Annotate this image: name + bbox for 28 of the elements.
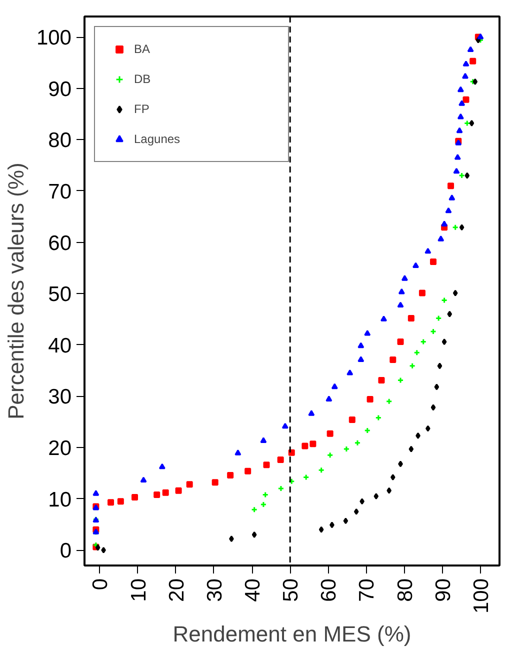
y-tick-label: 10	[48, 488, 72, 512]
y-axis-title: Percentile des valeurs (%)	[3, 162, 28, 420]
legend-label: FP	[134, 102, 150, 116]
y-tick-label: 70	[48, 180, 72, 204]
y-tick-label: 50	[48, 283, 72, 306]
x-tick-label: 20	[165, 578, 188, 602]
legend-label: BA	[134, 42, 152, 56]
x-tick-label: 10	[127, 578, 150, 602]
x-tick-label: 50	[280, 578, 303, 602]
x-tick-label: 90	[432, 578, 455, 602]
x-tick-label: 70	[356, 578, 379, 602]
legend-label: Lagunes	[134, 132, 182, 146]
y-tick-label: 30	[48, 386, 72, 409]
x-tick-label: 30	[203, 578, 226, 602]
x-tick-label: 40	[242, 578, 265, 602]
y-tick-label: 20	[48, 436, 72, 460]
x-tick-label: 100	[470, 578, 493, 614]
x-tick-label: 80	[394, 578, 417, 602]
y-tick-label: 40	[48, 334, 72, 358]
y-tick-label: 0	[60, 540, 72, 563]
y-tick-label: 100	[36, 26, 72, 50]
x-tick-label: 60	[318, 578, 341, 602]
y-tick-label: 80	[48, 129, 72, 152]
y-tick-label: 90	[48, 78, 72, 101]
x-tick-label: 0	[89, 578, 112, 590]
legend-label: DB	[134, 72, 152, 86]
y-tick-label: 60	[48, 232, 72, 255]
x-axis-title: Rendement en MES (%)	[172, 622, 412, 647]
